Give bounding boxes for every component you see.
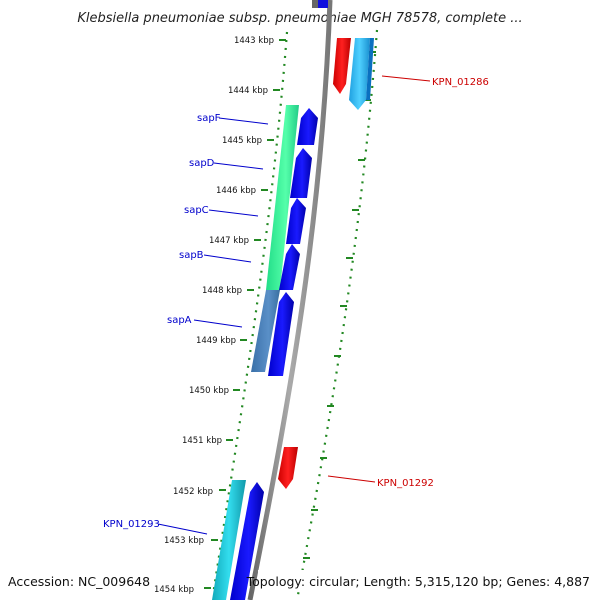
ruler-label: 1445 kbp: [222, 136, 262, 146]
ruler-label: 1448 kbp: [202, 286, 242, 296]
ruler-label: 1454 kbp: [154, 585, 194, 595]
lower-genes: [212, 480, 264, 600]
gene-sky-top: [349, 38, 370, 110]
ruler-label: 1449 kbp: [196, 336, 236, 346]
leader-sapA: [193, 319, 243, 328]
ruler-label: 1452 kbp: [173, 487, 213, 497]
operon-green-segment: [266, 105, 299, 290]
gene-red-top: [333, 38, 351, 94]
top-reverse-genes: [333, 38, 374, 110]
label-KPN_01292: KPN_01292: [377, 478, 434, 489]
leader-KPN_01293: [157, 523, 208, 535]
footer-bg-right: [258, 570, 600, 592]
map-title: Klebsiella pneumoniae subsp. pneumoniae …: [77, 11, 522, 26]
leader-sapD: [213, 162, 264, 170]
operon-steel-segment: [251, 290, 280, 372]
genome-backbone: [247, 0, 333, 600]
label-KPN_01293: KPN_01293: [103, 519, 160, 530]
gene-sapB: [279, 244, 300, 290]
ruler-label: 1447 kbp: [209, 236, 249, 246]
label-sapC: sapC: [184, 205, 209, 216]
gene-sapC: [286, 198, 306, 244]
label-sapA: sapA: [167, 315, 192, 326]
gene-sapF: [297, 108, 318, 145]
gene-KPN_01293: [230, 482, 264, 600]
ruler-label: 1443 kbp: [234, 36, 274, 46]
sap-labels: sapF sapD sapC sapB sapA: [167, 113, 269, 328]
ruler: 1443 kbp 1444 kbp 1445 kbp 1446 kbp 1447…: [154, 36, 286, 595]
leader-sapB: [203, 254, 252, 263]
sap-genes: [268, 108, 318, 376]
leader-KPN_01286: [381, 75, 431, 82]
label-sapB: sapB: [179, 250, 204, 261]
leader-sapC: [208, 209, 259, 217]
ruler-label: 1444 kbp: [228, 86, 268, 96]
footer-bg-left: [0, 570, 150, 592]
label-KPN_01286: KPN_01286: [432, 77, 489, 88]
top-grey-stub: [312, 0, 318, 8]
accession-text: Accession: NC_009648: [8, 574, 150, 589]
ruler-label: 1446 kbp: [216, 186, 256, 196]
leader-sapF: [218, 117, 269, 125]
operon-cyan-segment: [212, 480, 246, 600]
gene-KPN_01292: [278, 447, 298, 489]
top-blue-stub: [318, 0, 328, 8]
gene-sky-top-right: [366, 38, 374, 100]
gene-sapD: [290, 148, 312, 198]
ruler-label: 1451 kbp: [182, 436, 222, 446]
ruler-label: 1450 kbp: [189, 386, 229, 396]
label-sapD: sapD: [189, 158, 215, 169]
label-sapF: sapF: [197, 113, 221, 124]
reverse-dotted-track: [296, 29, 379, 596]
ruler-label: 1453 kbp: [164, 536, 204, 546]
gene-sapA: [268, 292, 294, 376]
leader-KPN_01292: [327, 475, 376, 483]
sap-operon-bar: [251, 105, 299, 372]
genome-summary-text: Topology: circular; Length: 5,315,120 bp…: [246, 574, 590, 589]
